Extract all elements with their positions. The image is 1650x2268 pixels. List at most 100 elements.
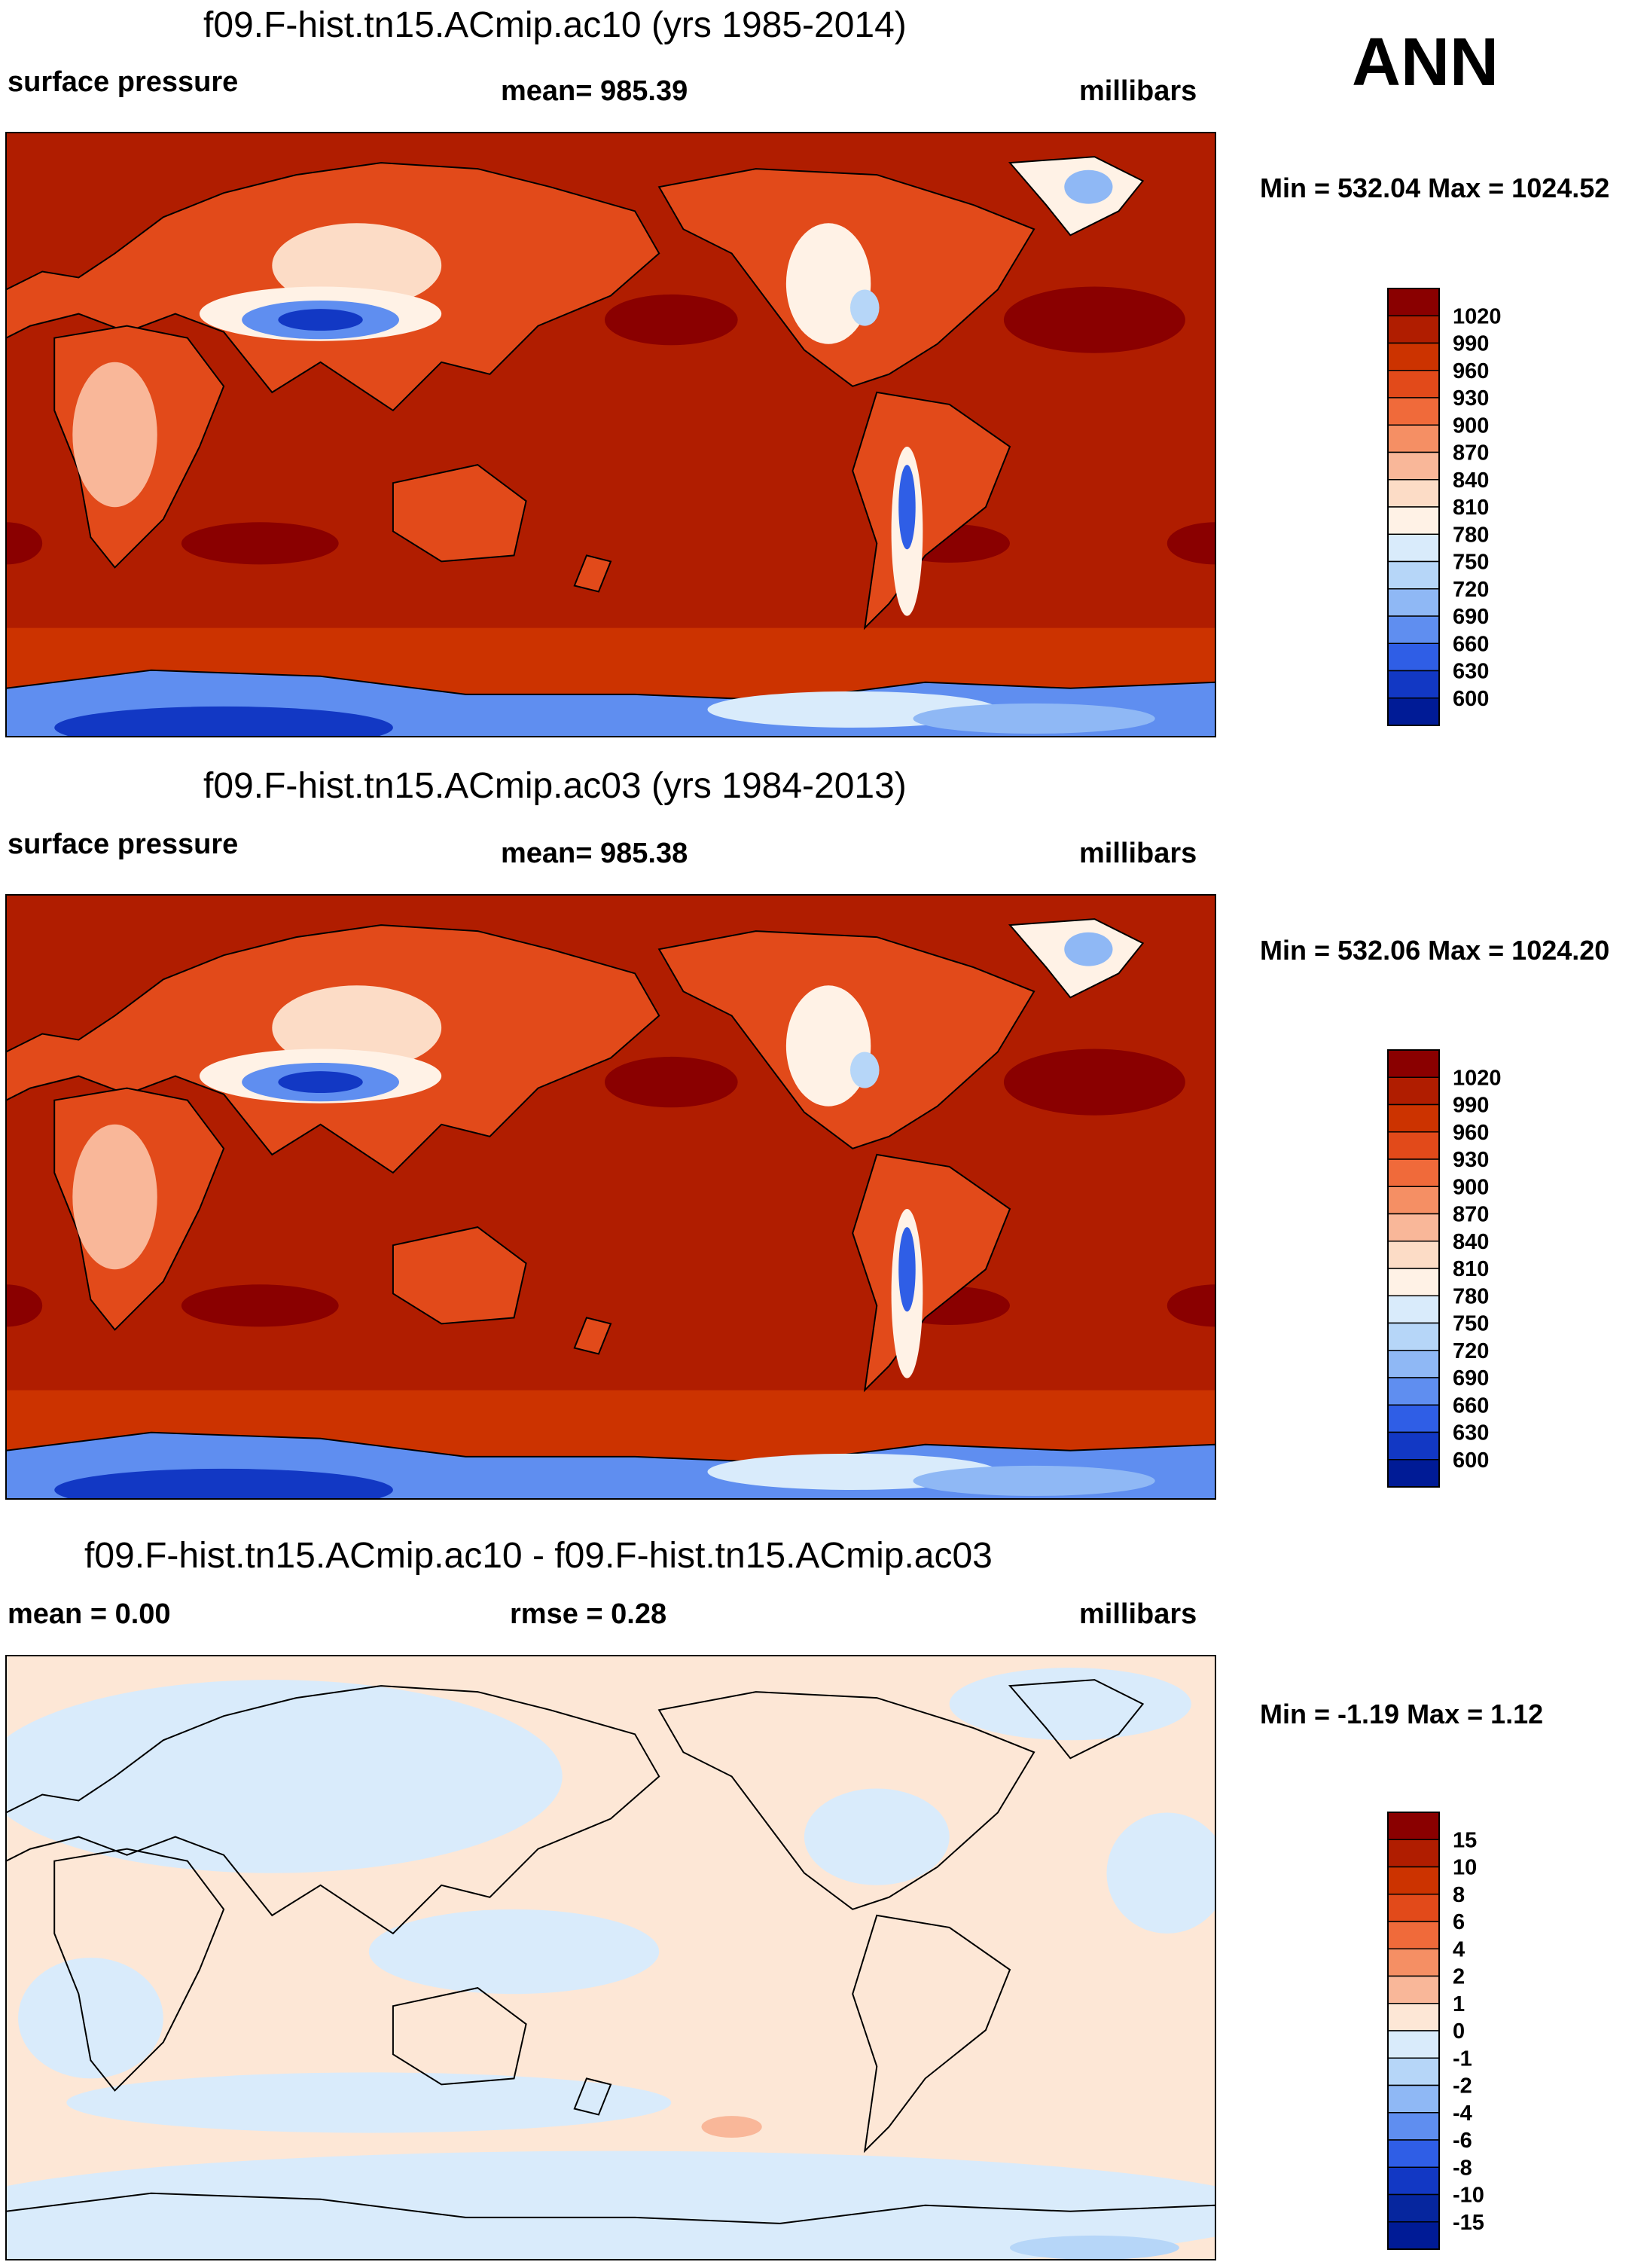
colorbar-tick-label: 4: [1453, 1937, 1465, 1961]
panel-3-title: f09.F-hist.tn15.ACmip.ac10 - f09.F-hist.…: [84, 1536, 993, 1576]
colorbar-swatch: [1387, 2084, 1440, 2114]
panel-2-minmax: Min = 532.06 Max = 1024.20: [1260, 935, 1610, 966]
colorbar-swatch: [1387, 479, 1440, 508]
coastline-nz: [573, 2077, 612, 2116]
colorbar-swatch: [1387, 1295, 1440, 1324]
colorbar-swatch: [1387, 1268, 1440, 1296]
panel-1-minmax: Min = 532.04 Max = 1024.52: [1260, 172, 1610, 203]
central-asia-highland: [272, 985, 442, 1070]
panel-3-rmse: rmse = 0.28: [510, 1598, 667, 1630]
panel-3-minmax: Min = -1.19 Max = 1.12: [1260, 1699, 1544, 1729]
rocky-mountains: [785, 985, 871, 1107]
colorbar-swatch: [1387, 1921, 1440, 1949]
colorbar-tick-label: 990: [1453, 1094, 1489, 1118]
coastline-southAmerica: [852, 1914, 1011, 2154]
colorbar-swatch: [1387, 1186, 1440, 1215]
colorbar-tick-label: 750: [1453, 1312, 1489, 1336]
negative-diff-region: [1009, 2235, 1179, 2260]
negative-diff-region: [6, 1680, 563, 1873]
colorbar-tick-label: 930: [1453, 1148, 1489, 1172]
colorbar-swatch: [1387, 697, 1440, 726]
map-frame: [5, 1655, 1216, 2260]
colorbar-swatch: [1387, 288, 1440, 316]
colorbar-tick-label: 840: [1453, 1230, 1489, 1254]
colorbar-tick-label: 960: [1453, 359, 1489, 383]
colorbar-tick-label: 660: [1453, 632, 1489, 656]
colorbar-swatch: [1387, 1812, 1440, 1840]
antarctic-plateau: [54, 1468, 393, 1499]
colorbar-tick-label: 810: [1453, 496, 1489, 520]
panel-2-units: millibars: [1079, 838, 1197, 869]
colorbar-tick-label: 630: [1453, 660, 1489, 684]
colorbar-swatch: [1387, 1158, 1440, 1187]
tibetan-plateau-core: [278, 309, 363, 331]
colorbar-swatch: [1387, 2193, 1440, 2223]
colorbar-tick-label: -6: [1453, 2129, 1472, 2153]
antarctic-plateau: [54, 706, 393, 737]
subtropical-high: [604, 294, 738, 346]
colorbar-tick-label: 840: [1453, 469, 1489, 493]
greenland-ice: [1064, 169, 1113, 204]
colorbar-swatch: [1387, 588, 1440, 617]
colorbar-tick-label: 810: [1453, 1257, 1489, 1281]
colorbar-swatch: [1387, 1103, 1440, 1133]
colorbar-tick-label: 720: [1453, 578, 1489, 602]
colorbar-tick-label: -2: [1453, 2074, 1472, 2099]
negative-diff-region: [804, 1788, 950, 1885]
subtropical-high: [1003, 1049, 1185, 1116]
coastline-africa: [53, 1848, 225, 2092]
rocky-mountains-high: [849, 1052, 880, 1088]
colorbar-swatch: [1387, 643, 1440, 672]
coastline-eurasia: [6, 1685, 660, 1935]
negative-diff-region: [949, 1668, 1191, 1741]
colorbar-swatch: [1387, 1322, 1440, 1351]
negative-diff-region: [1106, 1812, 1215, 1934]
central-asia-highland: [272, 223, 442, 308]
colorbar-swatch: [1387, 2221, 1440, 2250]
colorbar-swatch: [1387, 342, 1440, 371]
colorbar-tick-label: 720: [1453, 1339, 1489, 1363]
colorbar-swatch: [1387, 424, 1440, 453]
colorbar-tick-label: 930: [1453, 386, 1489, 411]
map-panel-2: [6, 895, 1215, 1499]
subtropical-high: [181, 1284, 339, 1327]
colorbar-swatch: [1387, 1975, 1440, 2004]
colorbar-swatch: [1387, 560, 1440, 590]
colorbar-swatch: [1387, 2139, 1440, 2168]
colorbar-tick-label: -15: [1453, 2211, 1484, 2235]
panel-1-units: millibars: [1079, 75, 1197, 107]
map-frame: [5, 132, 1216, 737]
panel-2-title: f09.F-hist.tn15.ACmip.ac03 (yrs 1984-201…: [203, 766, 907, 806]
colorbar-tick-label: -4: [1453, 2102, 1472, 2126]
colorbar-tick-label: 8: [1453, 1883, 1465, 1907]
colorbar-swatch: [1387, 2003, 1440, 2031]
colorbar-swatch: [1387, 1076, 1440, 1106]
colorbar-tick-label: 900: [1453, 414, 1489, 438]
rocky-mountains: [785, 223, 871, 344]
andes-high: [898, 465, 916, 550]
rocky-mountains-high: [849, 289, 880, 326]
colorbar-tick-label: -10: [1453, 2184, 1484, 2208]
colorbar-tick-label: 750: [1453, 551, 1489, 575]
colorbar-swatch: [1387, 1404, 1440, 1433]
colorbar-tick-label: 870: [1453, 1203, 1489, 1227]
colorbar-swatch: [1387, 315, 1440, 344]
land-australia: [392, 1226, 527, 1325]
map-panel-1: [6, 133, 1215, 737]
colorbar-1: 1020 990 960 930 900 870 840 810 780 750 720 690 660…: [1387, 288, 1502, 726]
colorbar-swatch: [1387, 1459, 1440, 1488]
colorbar-swatch: [1387, 2112, 1440, 2141]
antarctic-ice: [913, 1465, 1155, 1496]
colorbar-swatch: [1387, 615, 1440, 644]
panel-2-variable: surface pressure: [8, 829, 239, 860]
greenland-ice: [1064, 932, 1113, 966]
colorbar-tick-label: 960: [1453, 1121, 1489, 1145]
colorbar-tick-label: 15: [1453, 1828, 1477, 1852]
colorbar-tick-label: 780: [1453, 523, 1489, 547]
subtropical-high: [604, 1056, 738, 1108]
colorbar-tick-label: 660: [1453, 1393, 1489, 1418]
subtropical-high: [1167, 522, 1215, 565]
colorbar-tick-label: 600: [1453, 687, 1489, 711]
